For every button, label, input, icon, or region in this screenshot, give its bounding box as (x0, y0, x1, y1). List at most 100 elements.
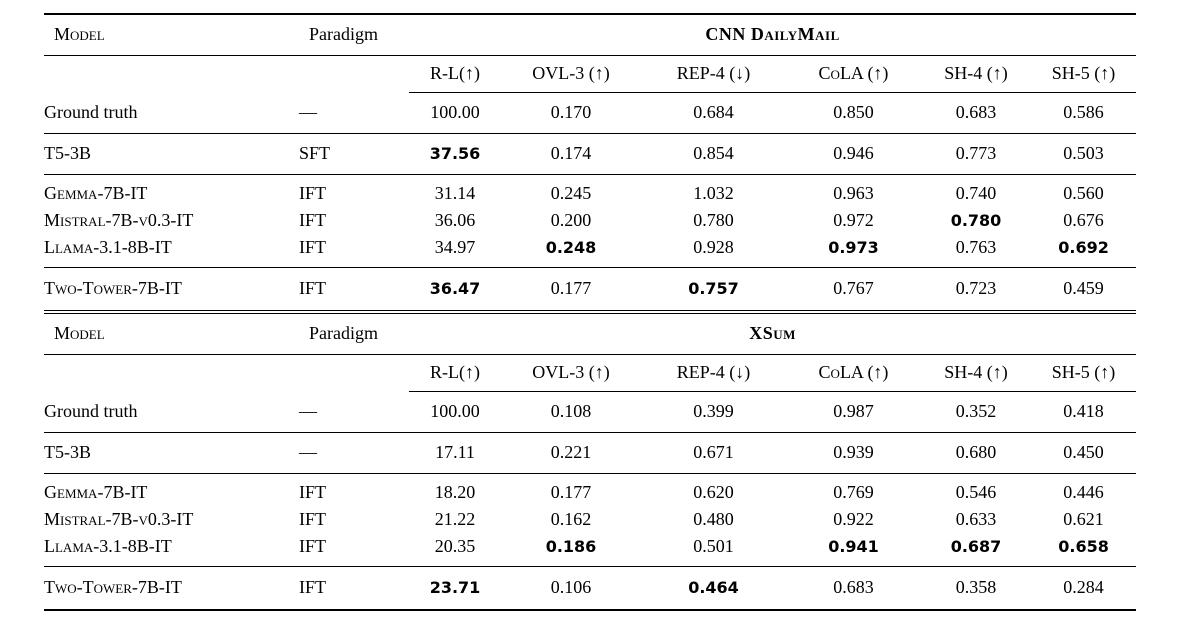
column-header-ovl3: OVL-3 (↑) (501, 354, 641, 392)
dataset-title-xsum: XSum (409, 314, 1137, 355)
table-row: Two-Tower-7B-IT IFT 36.47 0.177 0.757 0.767 0.… (44, 268, 1136, 311)
empty-cell (299, 56, 409, 93)
paradigm-cell: IFT (299, 482, 326, 502)
paradigm-cell: SFT (299, 133, 409, 175)
metric-value-cell: 1.032 (693, 183, 734, 203)
column-header-rep4: REP-4 (↓) (641, 354, 786, 392)
metric-value-cell: 0.987 (786, 391, 921, 433)
model-name-cell: Mistral-7B-v0.3-IT (44, 210, 194, 230)
model-name-cell: Mistral-7B-v0.3-IT (44, 509, 194, 529)
metric-value-cell: 0.676 (1063, 210, 1104, 230)
metric-value-cell: 0.418 (1031, 391, 1137, 433)
paradigm-cell: — (299, 92, 409, 134)
results-table-xsum: Model Paradigm XSum R-L(↑) OVL-3 (↑) REP… (44, 314, 1137, 610)
metric-value-cell: 0.963 (833, 183, 874, 203)
column-header-ovl3: OVL-3 (↑) (501, 55, 641, 93)
metric-value-cell: 0.941 (786, 533, 921, 567)
metric-value-cell: 0.671 (641, 432, 786, 474)
metric-value-cell: 0.683 (921, 92, 1031, 134)
metric-value-cell: 0.850 (786, 92, 921, 134)
metric-value-cell: 0.972 (833, 210, 874, 230)
column-header-paradigm: Paradigm (299, 314, 409, 355)
model-name-cell: Gemma-7B-IT (44, 183, 148, 203)
paradigm-cell: IFT (299, 533, 409, 567)
empty-cell (44, 355, 299, 392)
table-row: Llama-3.1-8B-IT IFT 34.97 0.248 0.928 0.973 0.… (44, 234, 1137, 268)
metric-value-cell: 0.946 (786, 133, 921, 175)
metric-value-cell: 0.546 (955, 482, 997, 502)
metric-value-cell: 0.723 (955, 278, 997, 298)
column-header-model: Model (44, 314, 299, 355)
column-header-rl: R-L(↑) (409, 354, 501, 392)
metric-value-cell: 0.658 (1031, 533, 1137, 567)
metric-value-cell: 0.692 (1031, 234, 1137, 268)
table-row: Gemma-7B-IT IFT 18.20 0.177 0.620 0.769 0.546 0… (44, 474, 1136, 507)
metric-value-cell: 0.620 (693, 482, 734, 502)
metric-value-cell: 0.177 (550, 278, 592, 298)
metric-value-cell: 36.06 (434, 210, 476, 230)
metric-value-cell: 0.680 (921, 432, 1031, 474)
paradigm-cell: IFT (299, 183, 326, 203)
metric-value-cell: 21.22 (434, 509, 476, 529)
table-bottom-rule (44, 609, 1136, 611)
model-name-cell: Gemma-7B-IT (44, 482, 148, 502)
empty-cell (299, 355, 409, 392)
metric-value-cell: 0.501 (641, 533, 786, 567)
paradigm-cell: IFT (299, 234, 409, 268)
paradigm-cell: IFT (299, 210, 326, 230)
metric-value-cell: 0.108 (501, 391, 641, 433)
metric-value-cell: 34.97 (409, 234, 501, 268)
column-header-sh5: SH-5 (↑) (1031, 55, 1137, 93)
table-row: Mistral-7B-v0.3-IT IFT 36.06 0.200 0.780 0.97… (44, 207, 1136, 234)
metric-value-cell: 0.586 (1031, 92, 1137, 134)
metric-value-cell: 0.939 (786, 432, 921, 474)
table-row: Ground truth —100.00 0.170 0.684 0.850 0.683 0… (44, 92, 1137, 134)
metric-value-cell: 0.767 (833, 278, 874, 298)
metric-value-cell: 0.757 (688, 279, 739, 298)
metric-value-cell: 36.47 (429, 279, 481, 298)
results-table-wrapper: Model Paradigm CNN DailyMail R-L(↑) OVL-… (44, 0, 1137, 611)
table-row: Gemma-7B-IT IFT 31.14 0.245 1.032 0.963 0.740 0… (44, 175, 1136, 208)
table-row: T5-3B —17.11 0.221 0.671 0.939 0.680 0.450 (44, 432, 1137, 474)
metric-value-cell: 0.399 (641, 391, 786, 433)
table-row: Mistral-7B-v0.3-IT IFT 21.22 0.162 0.480 0.92… (44, 506, 1136, 533)
table-row: Two-Tower-7B-IT IFT 23.71 0.106 0.464 0.683 0.… (44, 567, 1136, 610)
model-name-cell: Two-Tower-7B-IT (44, 577, 182, 597)
table-header-row: Model Paradigm XSum (44, 314, 1137, 355)
metric-value-cell: 0.162 (550, 509, 592, 529)
metric-value-cell: 0.780 (950, 211, 1002, 230)
metric-header-row: R-L(↑) OVL-3 (↑) REP-4 (↓) CoLA (↑) SH-4… (44, 55, 1137, 93)
metric-value-cell: 0.459 (1063, 278, 1104, 298)
column-header-model: Model (44, 14, 299, 56)
metric-header-row: R-L(↑) OVL-3 (↑) REP-4 (↓) CoLA (↑) SH-4… (44, 354, 1137, 392)
metric-value-cell: 0.221 (501, 432, 641, 474)
metric-value-cell: 0.200 (550, 210, 592, 230)
model-name-cell: T5-3B (44, 432, 299, 474)
metric-value-cell: 0.352 (921, 391, 1031, 433)
section-divider-double-rule (44, 310, 1136, 314)
metric-value-cell: 0.106 (550, 577, 592, 597)
table-row: Ground truth —100.00 0.108 0.399 0.987 0.352 0… (44, 391, 1137, 433)
paradigm-cell: IFT (299, 278, 326, 298)
model-name-cell: Ground truth (44, 391, 299, 433)
metric-value-cell: 0.450 (1031, 432, 1137, 474)
metric-value-cell: 0.928 (641, 234, 786, 268)
metric-value-cell: 0.621 (1063, 509, 1104, 529)
metric-value-cell: 0.464 (688, 578, 739, 597)
metric-value-cell: 0.284 (1063, 577, 1104, 597)
metric-value-cell: 0.503 (1031, 133, 1137, 175)
metric-value-cell: 0.769 (833, 482, 874, 502)
model-name-cell: Llama-3.1-8B-IT (44, 234, 299, 268)
metric-value-cell: 0.358 (955, 577, 997, 597)
metric-value-cell: 0.560 (1063, 183, 1104, 203)
metric-value-cell: 0.245 (550, 183, 592, 203)
table-row: Llama-3.1-8B-IT IFT 20.35 0.186 0.501 0.941 0.… (44, 533, 1137, 567)
column-header-sh4: SH-4 (↑) (921, 55, 1031, 93)
metric-value-cell: 0.773 (921, 133, 1031, 175)
metric-value-cell: 0.687 (921, 533, 1031, 567)
metric-value-cell: 0.248 (501, 234, 641, 268)
column-header-sh4: SH-4 (↑) (921, 354, 1031, 392)
column-header-paradigm: Paradigm (299, 14, 409, 56)
model-name-cell: Two-Tower-7B-IT (44, 278, 182, 298)
metric-value-cell: 0.170 (501, 92, 641, 134)
